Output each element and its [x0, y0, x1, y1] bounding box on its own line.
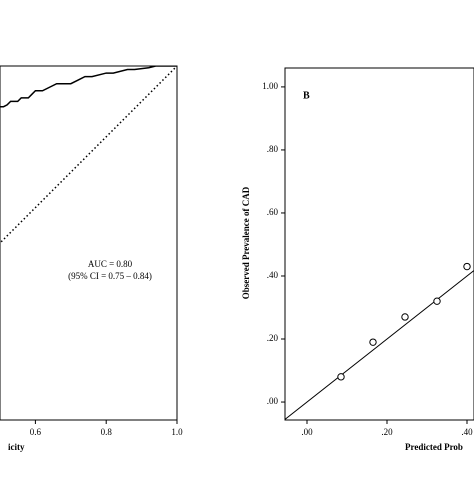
point: [433, 297, 441, 305]
y-tick-label: 1.00: [262, 81, 278, 91]
y-axis-label: Observed Prevalence of CAD: [241, 186, 251, 299]
plot-area: [285, 262, 474, 421]
point: [369, 338, 377, 346]
roc-curve: [0, 66, 177, 108]
reference-diagonal: [0, 66, 178, 245]
point: [337, 373, 345, 381]
y-tick-label: .40: [267, 270, 279, 280]
x-tick-label: 0.8: [101, 427, 113, 437]
y-tick-label: .60: [267, 207, 279, 217]
x-tick-label: .40: [461, 427, 473, 437]
point: [463, 262, 471, 271]
x-axis-label: icity: [8, 442, 25, 452]
plot-frame: [284, 67, 474, 421]
annotation: AUC = 0.80: [88, 259, 133, 269]
plot-area: [0, 66, 178, 245]
point: [401, 313, 409, 321]
x-tick-label: 1.0: [171, 427, 183, 437]
y-tick-label: .00: [267, 396, 279, 406]
y-tick-label: .20: [267, 333, 279, 343]
annotation: (95% CI = 0.75 – 0.84): [68, 271, 152, 281]
x-axis-label: Predicted Prob: [405, 442, 463, 452]
x-tick-label: 0.6: [30, 427, 42, 437]
y-tick-label: .80: [267, 144, 279, 154]
x-tick-label: .00: [301, 427, 313, 437]
x-tick-label: .20: [381, 427, 393, 437]
panel-label: B: [303, 90, 310, 101]
plot-frame: [0, 65, 178, 421]
reference-diagonal: [285, 269, 474, 421]
